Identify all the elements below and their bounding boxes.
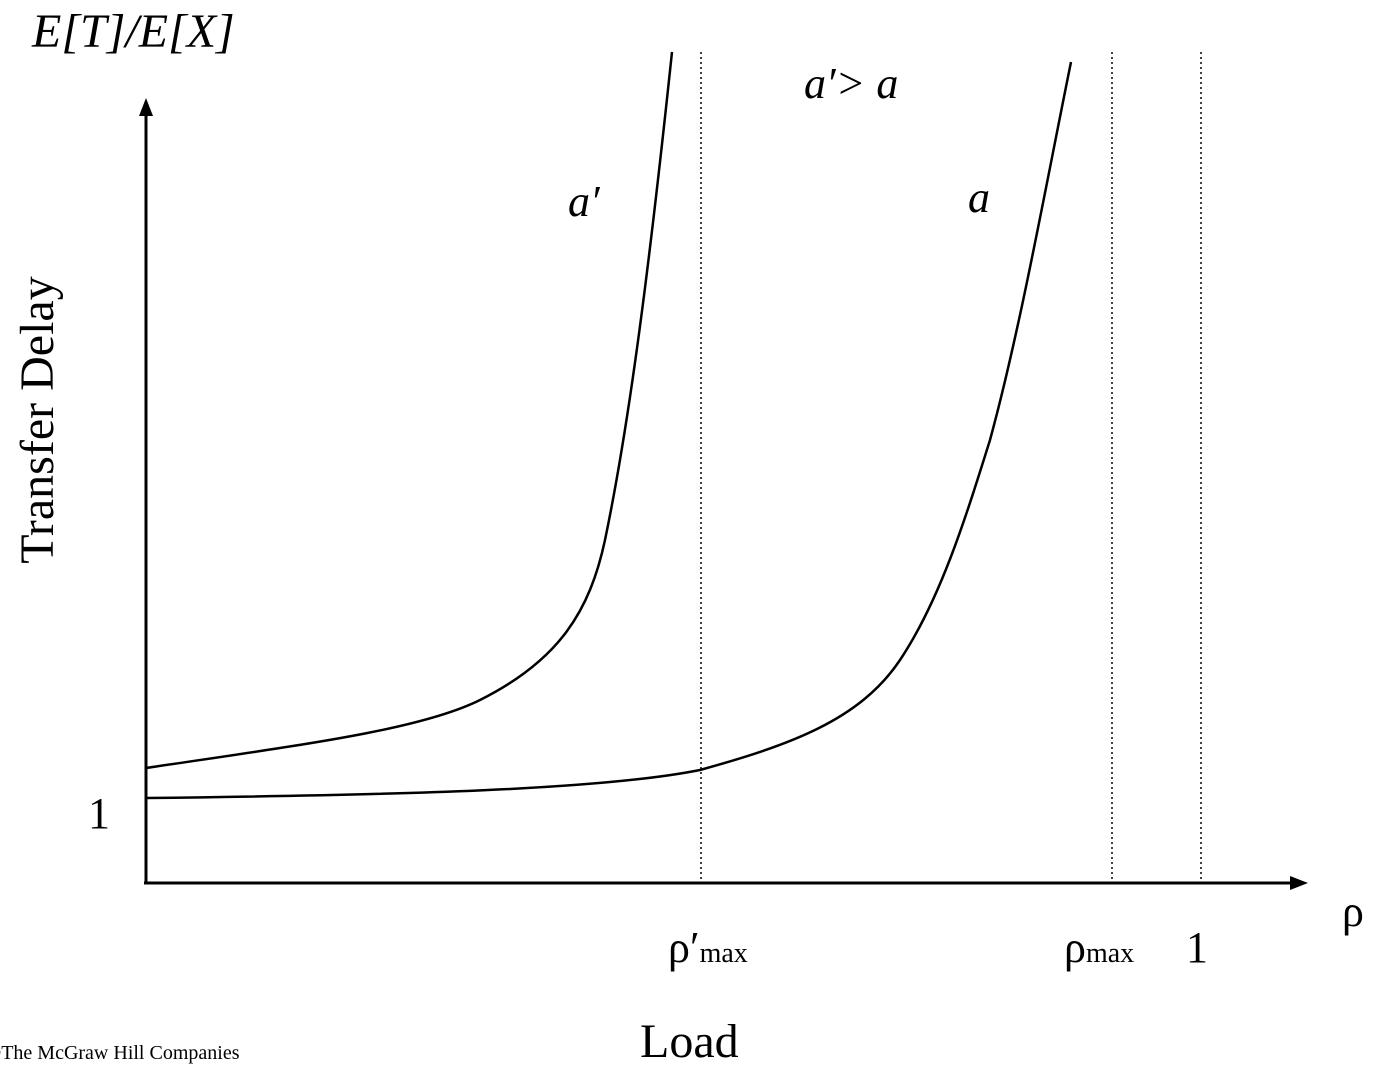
y-tick-1: 1 bbox=[88, 789, 110, 838]
x-tick-rho-max: ρmax bbox=[1064, 926, 1134, 970]
relation-label: a′> a bbox=[804, 59, 899, 108]
x-axis-symbol: ρ bbox=[1342, 887, 1364, 936]
y-axis-top-label: E[T]/E[X] bbox=[32, 5, 235, 58]
x-tick-rho-prime-max: ρ′max bbox=[668, 926, 748, 970]
curve-a bbox=[145, 61, 1073, 800]
x-axis-arrowhead bbox=[1290, 876, 1308, 890]
curve-a-prime-label: a′ bbox=[568, 177, 600, 226]
y-axis-arrowhead bbox=[139, 98, 153, 116]
x-tick-rho-base: ρ bbox=[1064, 923, 1086, 972]
curve-a-prime bbox=[145, 51, 674, 770]
copyright-notice: ©The McGraw Hill Companies bbox=[0, 1042, 240, 1064]
x-tick-rho-sub: max bbox=[1085, 938, 1135, 969]
x-tick-rho-prime-sub: max bbox=[699, 938, 748, 969]
x-tick-rho-prime-base: ρ′ bbox=[668, 923, 700, 972]
curve-a-label: a bbox=[968, 173, 990, 222]
x-tick-1: 1 bbox=[1186, 923, 1208, 972]
x-axis-label: Load bbox=[640, 1015, 739, 1068]
y-axis-label: Transfer Delay bbox=[11, 276, 64, 564]
